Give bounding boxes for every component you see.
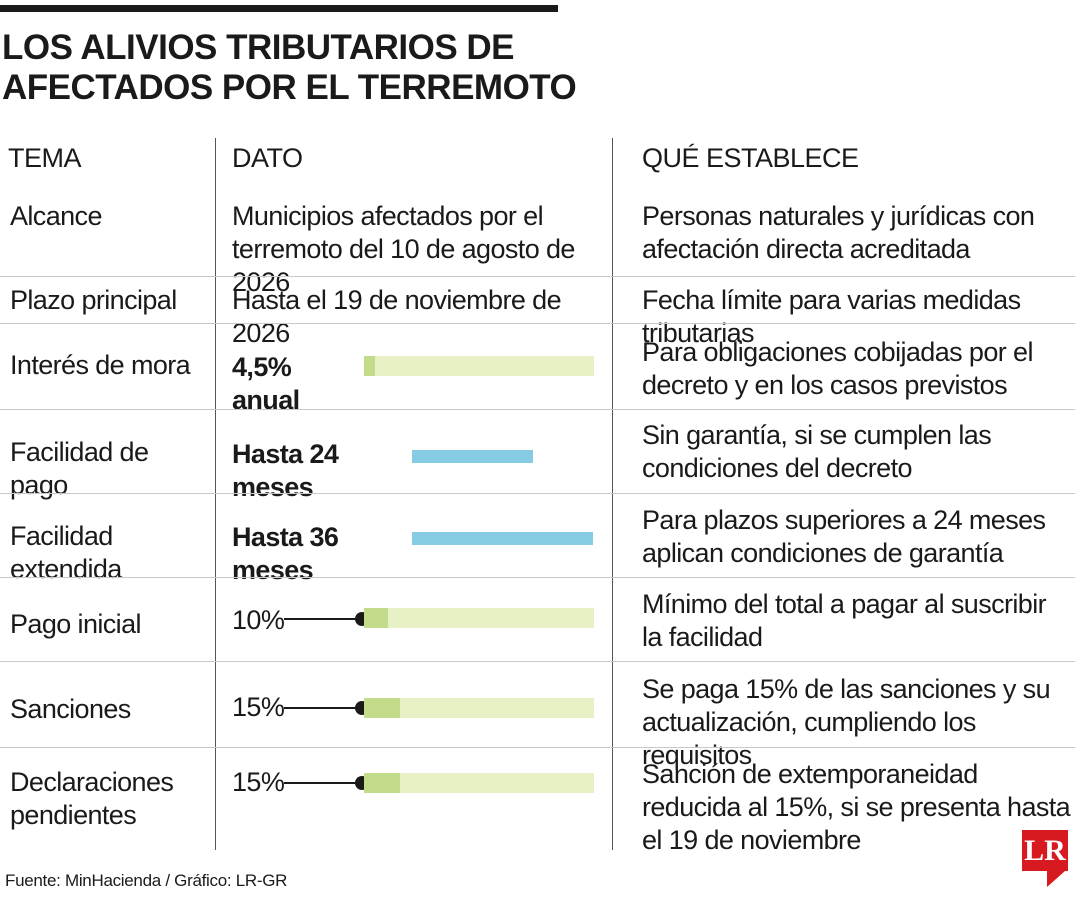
row-tema: Facilidad extendida bbox=[10, 521, 122, 584]
row-tema: Facilidad de pago bbox=[10, 437, 149, 500]
row-divider bbox=[0, 493, 1075, 494]
pending-declarations-bar-fill bbox=[364, 773, 400, 793]
initial-payment-bar-fill bbox=[364, 608, 388, 628]
row-dato: 15% bbox=[232, 692, 285, 722]
row-dato: Hasta 36 meses bbox=[232, 522, 339, 585]
row-tema: Pago inicial bbox=[10, 609, 141, 639]
header-establece: QUÉ ESTABLECE bbox=[642, 143, 859, 173]
column-divider-1 bbox=[215, 138, 216, 850]
row-establece: Para obligaciones cobijadas por el decre… bbox=[642, 337, 1033, 400]
row-divider bbox=[0, 276, 1075, 277]
row-establece: Mínimo del total a pagar al suscribir la… bbox=[642, 589, 1047, 652]
page-title: LOS ALIVIOS TRIBUTARIOS DE AFECTADOS POR… bbox=[2, 28, 577, 107]
row-tema: Sanciones bbox=[10, 694, 131, 724]
header-tema: TEMA bbox=[8, 143, 82, 173]
interest-bar-track bbox=[364, 356, 594, 376]
top-rule bbox=[0, 5, 558, 12]
row-dato: Hasta 24 meses bbox=[232, 439, 339, 502]
row-establece: Sanción de extemporaneidad reducida al 1… bbox=[642, 759, 1071, 855]
pending-declarations-bar-track bbox=[364, 773, 594, 793]
row-divider bbox=[0, 409, 1075, 410]
row-tema: Plazo principal bbox=[10, 285, 177, 315]
row-tema: Alcance bbox=[10, 201, 102, 231]
lr-logo: LR bbox=[1022, 830, 1068, 871]
lr-logo-tail bbox=[1047, 871, 1065, 887]
leader-line bbox=[284, 707, 360, 709]
extended-months-bar bbox=[412, 532, 593, 545]
row-dato: 10% bbox=[232, 605, 285, 635]
row-dato: Hasta el 19 de noviembre de 2026 bbox=[232, 285, 562, 348]
initial-payment-bar-track bbox=[364, 608, 594, 628]
row-tema: Interés de mora bbox=[10, 350, 191, 380]
row-establece: Personas naturales y jurídicas con afect… bbox=[642, 201, 1035, 264]
payment-months-bar bbox=[412, 450, 533, 463]
sanctions-bar-track bbox=[364, 698, 594, 718]
column-divider-2 bbox=[612, 138, 613, 850]
leader-line bbox=[284, 782, 360, 784]
row-establece: Fecha límite para varias medidas tributa… bbox=[642, 285, 1021, 348]
row-dato: Municipios afectados por el terremoto de… bbox=[232, 201, 575, 297]
row-establece: Se paga 15% de las sanciones y su actual… bbox=[642, 674, 1051, 770]
row-divider bbox=[0, 577, 1075, 578]
row-divider bbox=[0, 323, 1075, 324]
row-establece: Para plazos superiores a 24 meses aplica… bbox=[642, 505, 1046, 568]
row-establece: Sin garantía, si se cumplen las condicio… bbox=[642, 420, 992, 483]
row-dato: 15% bbox=[232, 767, 285, 797]
row-divider bbox=[0, 661, 1075, 662]
leader-line bbox=[284, 618, 360, 620]
row-dato: 4,5% anual bbox=[232, 352, 300, 415]
row-divider bbox=[0, 747, 1075, 748]
header-dato: DATO bbox=[232, 143, 303, 173]
row-tema: Declaraciones pendientes bbox=[10, 767, 174, 830]
sanctions-bar-fill bbox=[364, 698, 400, 718]
source-note: Fuente: MinHacienda / Gráfico: LR-GR bbox=[5, 871, 288, 890]
interest-bar-fill bbox=[364, 356, 375, 376]
